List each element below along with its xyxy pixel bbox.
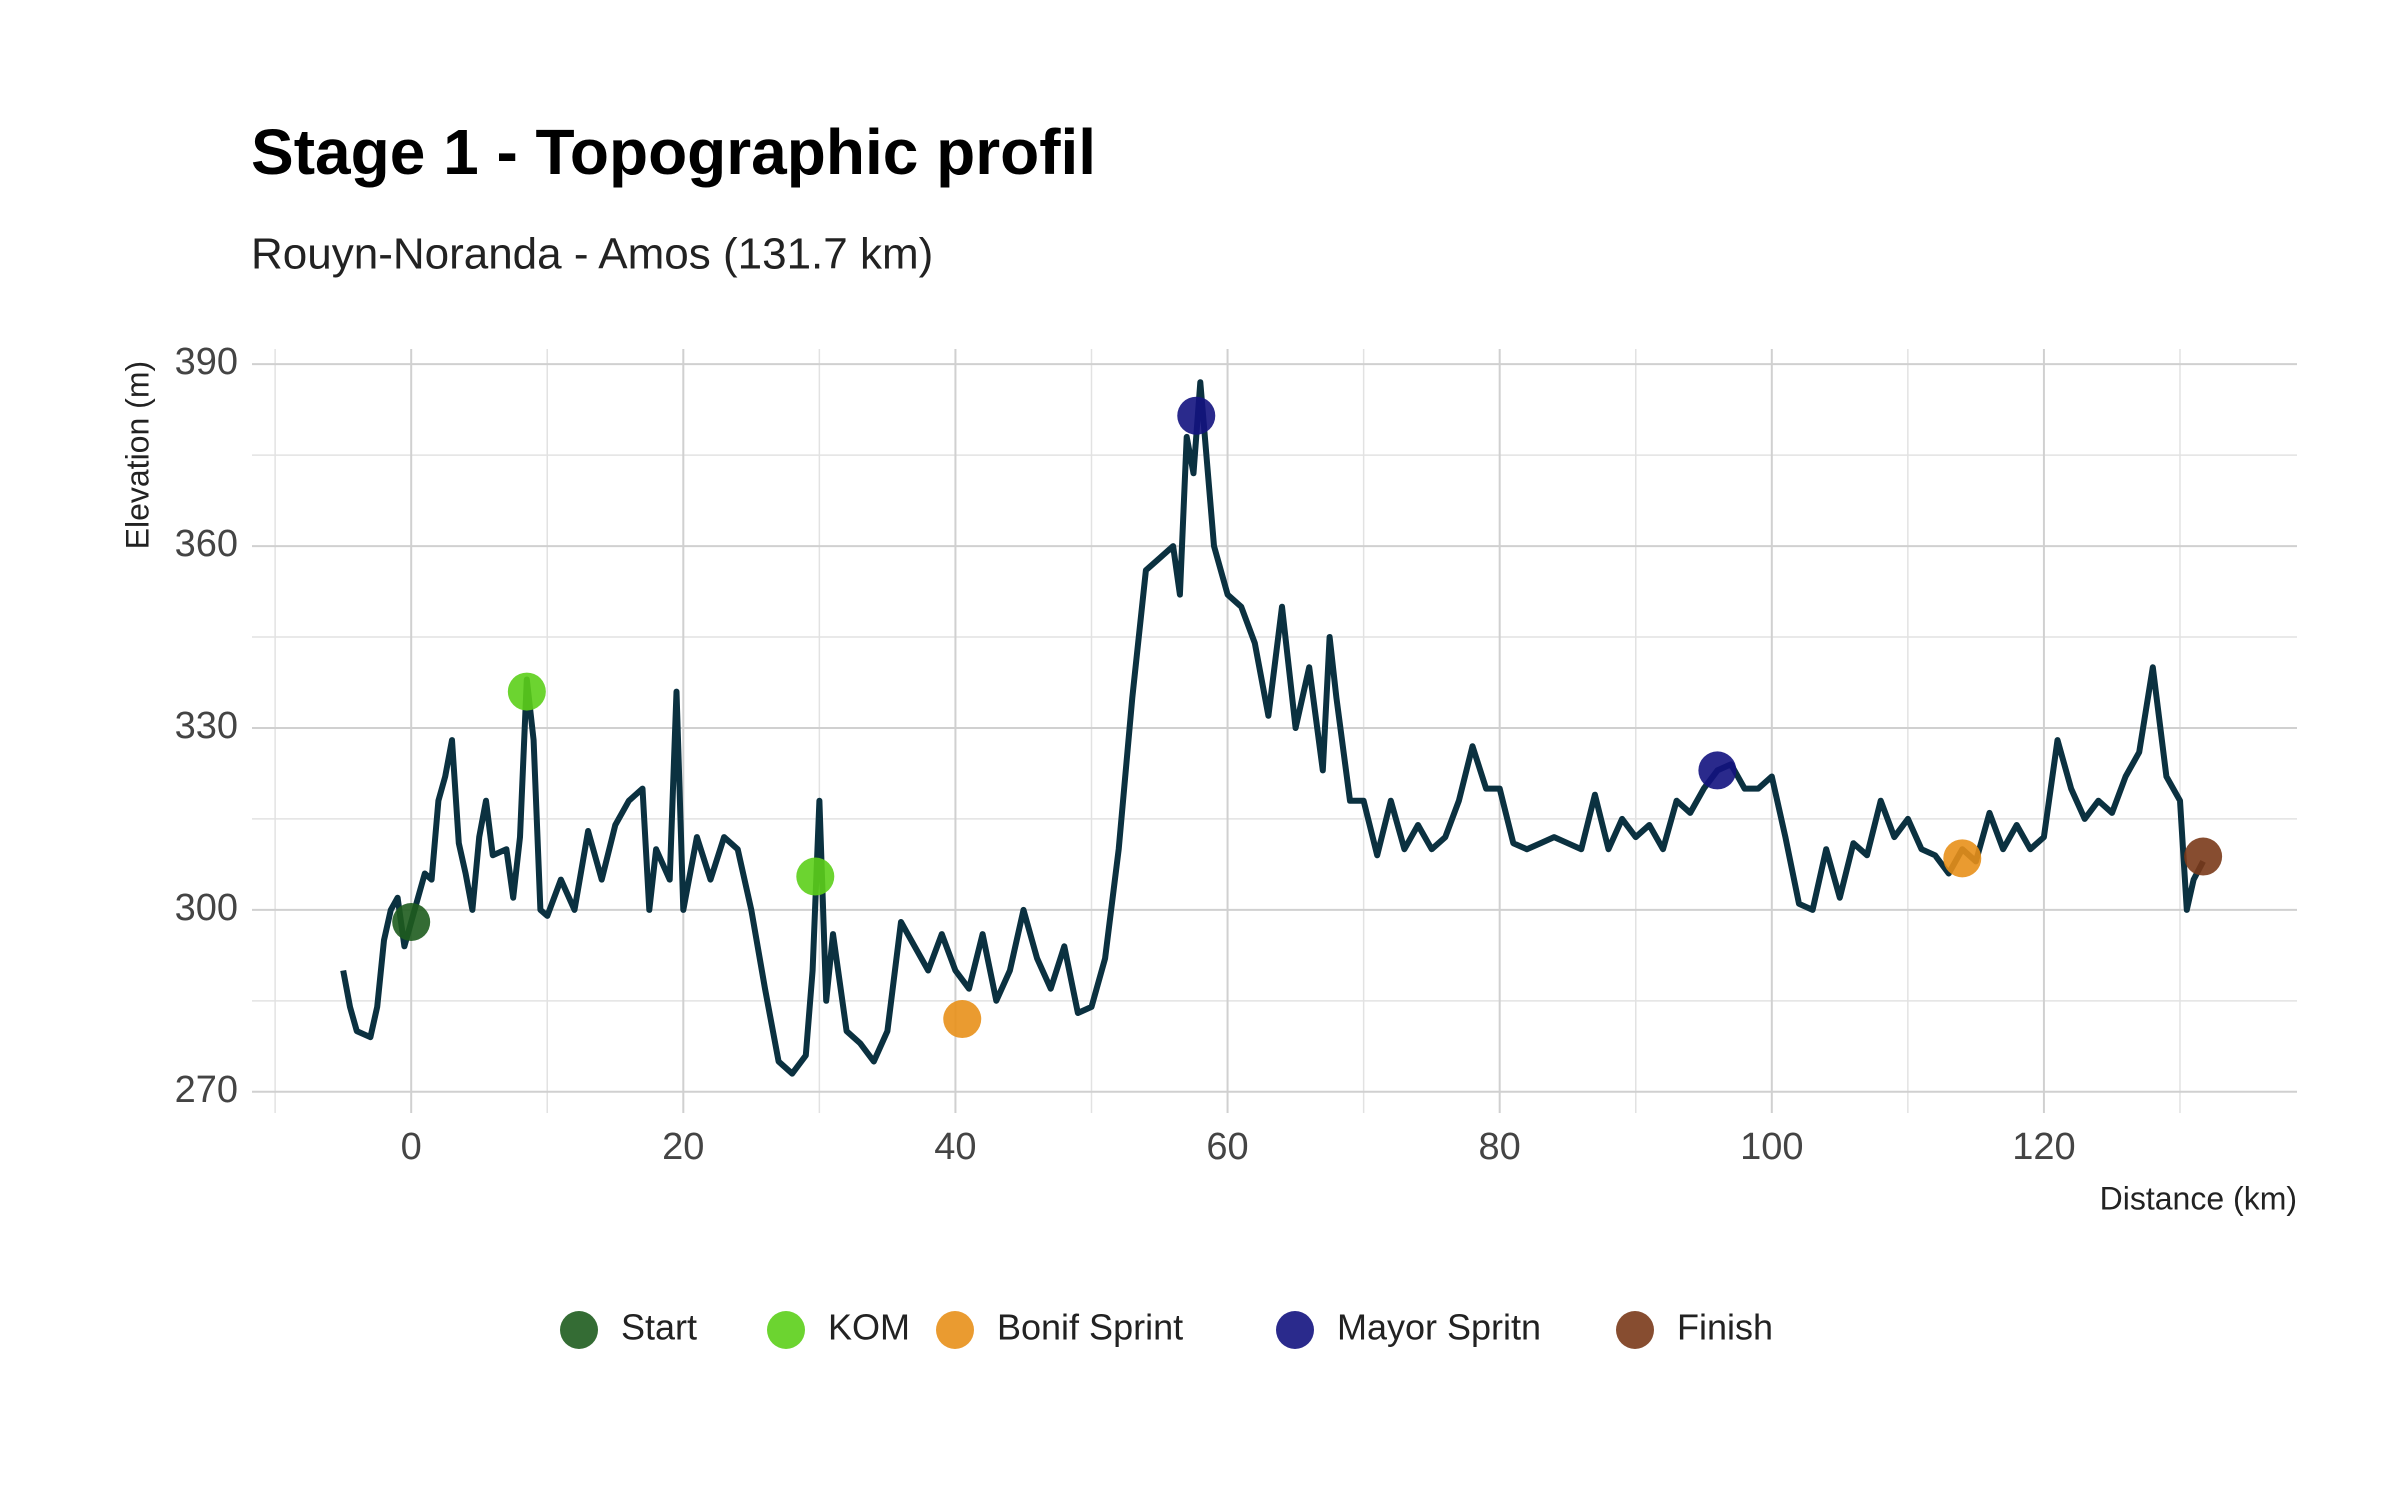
legend-swatch [936,1311,974,1349]
marker-point [507,672,546,711]
x-tick-label: 80 [1479,1126,1521,1168]
marker-point [796,857,835,896]
elevation-line [340,379,2206,1077]
x-axis-label: Distance (km) [2100,1180,2297,1216]
x-tick-label: 100 [1740,1126,1803,1168]
marker-point [392,903,431,941]
legend-swatch [1276,1311,1314,1349]
legend-swatch [560,1311,598,1349]
legend-swatch [767,1311,805,1349]
x-tick-label: 40 [934,1126,976,1168]
marker-point [1943,839,1982,878]
y-tick-label: 390 [175,341,238,383]
y-tick-label: 360 [175,523,238,565]
y-tick-label: 300 [175,887,238,929]
legend-label: Finish [1677,1307,1773,1348]
legend-label: Bonif Sprint [997,1307,1183,1348]
marker-point [2184,837,2223,876]
x-tick-label: 0 [401,1126,422,1168]
x-tick-label: 20 [662,1126,704,1168]
x-tick-label: 120 [2012,1126,2075,1168]
y-tick-label: 330 [175,705,238,747]
x-tick-label: 60 [1206,1126,1248,1168]
marker-point [1177,396,1216,435]
y-axis-label: Elevation (m) [119,361,155,549]
legend-label: Mayor Spritn [1337,1307,1541,1348]
legend-label: Start [621,1307,697,1348]
chart-subtitle: Rouyn-Noranda - Amos (131.7 km) [251,230,933,279]
marker-point [1698,751,1737,790]
marker-point [943,1000,982,1039]
y-tick-label: 270 [175,1069,238,1111]
legend-label: KOM [828,1307,910,1348]
chart-title: Stage 1 - Topographic profil [251,116,1096,188]
legend-swatch [1616,1311,1654,1349]
